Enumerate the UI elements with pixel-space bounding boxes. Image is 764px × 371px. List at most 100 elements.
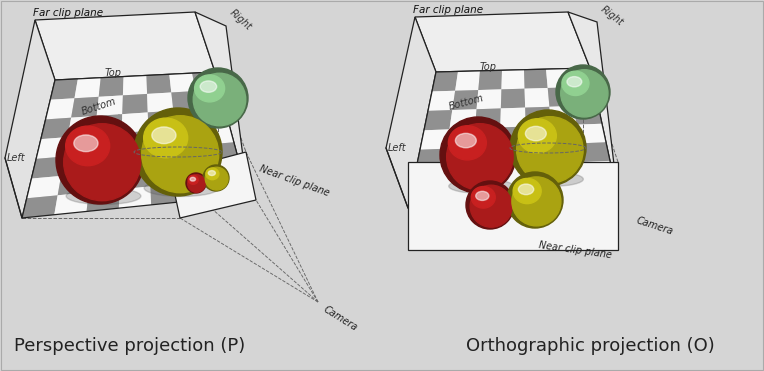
Polygon shape <box>36 137 68 159</box>
Polygon shape <box>551 125 579 144</box>
Polygon shape <box>195 12 248 195</box>
Polygon shape <box>31 157 64 178</box>
Text: Right: Right <box>228 7 254 32</box>
Ellipse shape <box>186 173 206 193</box>
Ellipse shape <box>206 167 228 190</box>
Polygon shape <box>500 127 526 147</box>
Polygon shape <box>180 162 212 183</box>
Ellipse shape <box>206 168 219 180</box>
Polygon shape <box>119 186 151 208</box>
Ellipse shape <box>56 116 144 204</box>
Polygon shape <box>471 147 500 167</box>
Polygon shape <box>40 118 71 139</box>
Polygon shape <box>192 72 220 91</box>
Ellipse shape <box>203 165 229 191</box>
Polygon shape <box>444 148 473 168</box>
Polygon shape <box>91 152 121 173</box>
Polygon shape <box>524 69 548 89</box>
Polygon shape <box>97 95 123 116</box>
Polygon shape <box>475 108 501 128</box>
Polygon shape <box>196 89 225 109</box>
Polygon shape <box>432 72 458 91</box>
Polygon shape <box>408 187 441 208</box>
Ellipse shape <box>470 185 512 227</box>
Polygon shape <box>173 109 202 129</box>
Text: Orthographic projection (O): Orthographic projection (O) <box>465 337 714 355</box>
Polygon shape <box>499 164 527 185</box>
Polygon shape <box>209 160 243 180</box>
Polygon shape <box>71 97 99 118</box>
Polygon shape <box>420 129 449 150</box>
Polygon shape <box>99 76 124 97</box>
Polygon shape <box>147 92 173 112</box>
Polygon shape <box>120 150 150 171</box>
Polygon shape <box>556 181 588 201</box>
Polygon shape <box>424 110 452 130</box>
Ellipse shape <box>188 175 198 184</box>
Polygon shape <box>150 165 181 186</box>
Polygon shape <box>89 171 120 192</box>
Polygon shape <box>546 69 571 88</box>
Ellipse shape <box>144 118 188 158</box>
Polygon shape <box>27 176 61 198</box>
Polygon shape <box>412 168 444 188</box>
Polygon shape <box>122 94 147 114</box>
Polygon shape <box>35 12 215 80</box>
Text: Near clip plane: Near clip plane <box>538 240 613 260</box>
Ellipse shape <box>556 65 610 119</box>
Text: Bottom: Bottom <box>80 96 118 117</box>
Ellipse shape <box>134 108 222 196</box>
Polygon shape <box>526 144 555 164</box>
Text: Top: Top <box>105 68 122 78</box>
Polygon shape <box>579 142 610 162</box>
Ellipse shape <box>455 133 476 148</box>
Polygon shape <box>527 182 558 202</box>
Polygon shape <box>212 177 248 198</box>
Text: Far clip plane: Far clip plane <box>413 5 483 15</box>
Polygon shape <box>568 12 618 198</box>
Polygon shape <box>5 20 55 218</box>
Polygon shape <box>148 129 177 150</box>
Polygon shape <box>571 86 598 106</box>
Polygon shape <box>452 90 478 110</box>
Ellipse shape <box>448 126 487 160</box>
Polygon shape <box>455 71 480 91</box>
Polygon shape <box>121 131 149 152</box>
Text: Perspective projection (P): Perspective projection (P) <box>15 337 245 355</box>
Polygon shape <box>202 125 234 145</box>
Polygon shape <box>415 12 590 72</box>
Polygon shape <box>147 111 176 131</box>
Polygon shape <box>525 88 549 108</box>
Ellipse shape <box>567 76 581 87</box>
Polygon shape <box>585 180 618 200</box>
Ellipse shape <box>63 124 141 201</box>
Ellipse shape <box>188 175 206 192</box>
Polygon shape <box>441 167 471 187</box>
Polygon shape <box>499 145 527 165</box>
Polygon shape <box>170 152 256 218</box>
Ellipse shape <box>510 110 586 186</box>
Ellipse shape <box>209 171 215 175</box>
Ellipse shape <box>518 184 534 195</box>
Polygon shape <box>149 147 180 168</box>
Ellipse shape <box>513 178 541 204</box>
Polygon shape <box>548 87 574 107</box>
Polygon shape <box>181 180 215 201</box>
Polygon shape <box>526 126 553 145</box>
Ellipse shape <box>66 126 110 166</box>
Ellipse shape <box>193 73 246 126</box>
Ellipse shape <box>518 119 556 153</box>
Text: Top: Top <box>480 62 497 72</box>
Ellipse shape <box>66 188 141 204</box>
Polygon shape <box>54 192 89 215</box>
Polygon shape <box>582 161 614 181</box>
Ellipse shape <box>141 116 219 193</box>
Polygon shape <box>555 162 585 182</box>
Polygon shape <box>468 185 499 205</box>
Polygon shape <box>86 189 119 211</box>
Ellipse shape <box>152 127 176 144</box>
Polygon shape <box>549 106 577 126</box>
Text: Near clip plane: Near clip plane <box>258 163 331 198</box>
Polygon shape <box>46 98 74 119</box>
Ellipse shape <box>561 70 608 117</box>
